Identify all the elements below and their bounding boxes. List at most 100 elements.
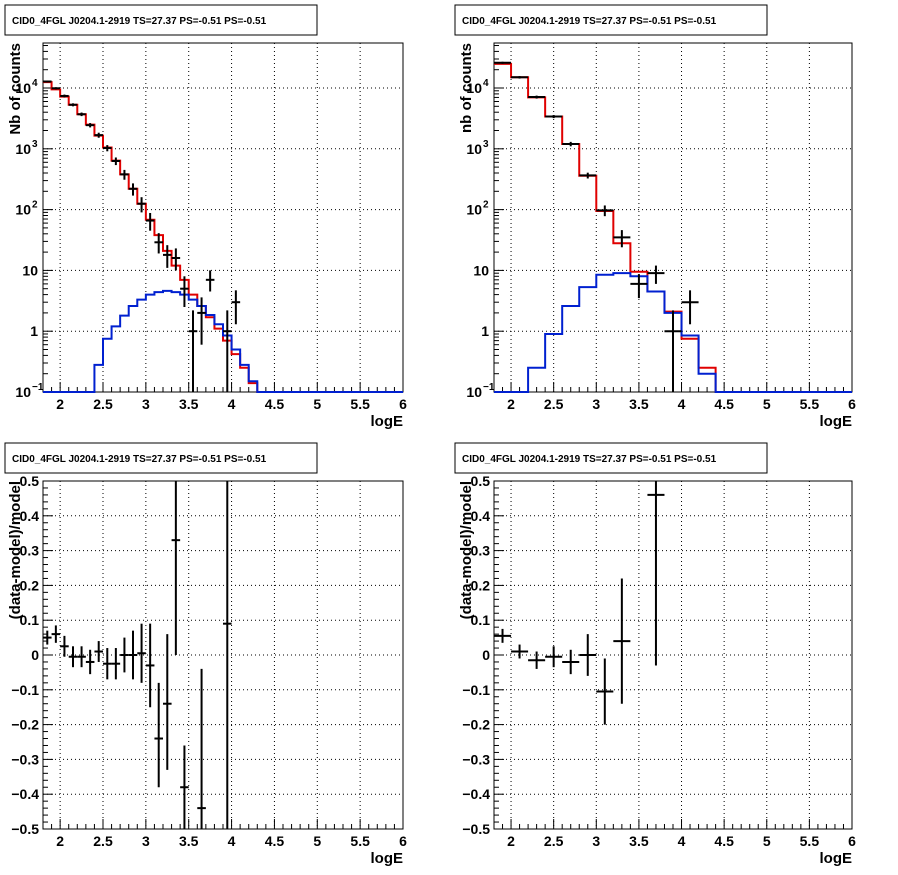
residual-point	[51, 625, 61, 643]
y-tick-label: −0.5	[11, 821, 39, 837]
y-tick-label: 10	[466, 141, 482, 157]
data-point	[205, 270, 215, 292]
data-point	[128, 183, 138, 196]
data-point	[60, 94, 69, 98]
residual-point	[197, 668, 206, 829]
y-tick-label: −0.3	[462, 751, 490, 767]
data-point	[85, 123, 95, 128]
x-tick-label: 6	[399, 833, 407, 849]
x-tick-label: 2	[56, 833, 64, 849]
x-tick-label: 2.5	[93, 396, 113, 412]
y-tick-label: 0.4	[471, 508, 491, 524]
chart-title-box	[454, 4, 768, 36]
y-tick-exponent: 4	[483, 78, 489, 89]
x-tick-label: 5	[313, 396, 321, 412]
residual-point	[562, 649, 580, 675]
data-point	[664, 310, 682, 392]
y-tick-label: 10	[22, 262, 38, 278]
residual-point	[111, 648, 121, 680]
y-axis-label: nb of counts	[458, 43, 475, 133]
y-tick-label: 0.3	[471, 543, 491, 559]
residual-point	[85, 649, 95, 675]
chart-title: CID0_4FGL J0204.1-2919 TS=27.37 PS=-0.51…	[12, 16, 267, 27]
residual-point	[511, 644, 529, 659]
x-tick-label: 2	[507, 396, 515, 412]
chart-title-box	[454, 442, 768, 474]
data-point	[528, 95, 546, 99]
data-point	[188, 310, 198, 392]
y-tick-label: −0.1	[11, 682, 39, 698]
y-tick-label: −0.5	[462, 821, 490, 837]
y-tick-label: 0.2	[20, 577, 40, 593]
y-axis-label: (data-model)/model	[7, 481, 24, 619]
data-point	[180, 276, 189, 308]
residual-point	[43, 630, 52, 645]
x-tick-label: 2.5	[93, 833, 113, 849]
x-axis-label: logE	[371, 413, 404, 430]
data-point	[596, 205, 614, 217]
x-tick-label: 3.5	[629, 396, 649, 412]
x-tick-label: 4.5	[265, 833, 285, 849]
y-tick-label: 10	[473, 262, 489, 278]
chart-panel-3: CID0_4FGL J0204.1-2919 TS=27.37 PS=-0.51…	[4, 442, 407, 867]
y-axis-label: Nb of counts	[7, 43, 24, 135]
x-tick-label: 5	[313, 833, 321, 849]
residual-point	[60, 635, 69, 657]
data-point	[111, 157, 121, 166]
y-tick-label: 0.5	[471, 473, 491, 489]
y-tick-exponent: 2	[483, 200, 489, 211]
residual-point	[94, 641, 103, 662]
residual-point	[579, 634, 597, 676]
y-tick-label: 10	[466, 80, 482, 96]
x-tick-label: 4.5	[714, 833, 734, 849]
y-tick-exponent: 3	[32, 139, 38, 150]
residual-point	[494, 628, 512, 643]
x-tick-label: 3.5	[179, 396, 199, 412]
y-axis-label: (data-model)/model	[458, 481, 475, 619]
x-tick-label: 2.5	[544, 396, 564, 412]
x-tick-label: 2.5	[544, 833, 564, 849]
x-tick-label: 5.5	[800, 396, 820, 412]
model-source-histogram	[494, 272, 852, 393]
data-point	[223, 310, 232, 392]
x-tick-label: 3	[142, 396, 150, 412]
y-tick-exponent: 4	[32, 78, 38, 89]
chart-title-box	[4, 4, 318, 36]
residual-point	[163, 634, 172, 770]
data-point	[154, 233, 163, 254]
data-point	[562, 141, 580, 147]
y-tick-label: 1	[30, 323, 38, 339]
data-point	[68, 103, 78, 107]
x-tick-label: 2	[507, 833, 515, 849]
data-point	[197, 297, 206, 345]
x-tick-label: 3	[592, 396, 600, 412]
y-tick-label: −0.2	[11, 717, 39, 733]
data-point	[43, 80, 52, 83]
data-point	[511, 76, 529, 79]
y-tick-label: 0.3	[20, 543, 40, 559]
y-tick-label: 0	[482, 647, 490, 663]
x-tick-label: 3.5	[629, 833, 649, 849]
residual-point	[528, 651, 546, 669]
x-tick-label: 4	[228, 833, 236, 849]
data-point	[137, 197, 146, 213]
y-tick-label: −0.1	[462, 682, 490, 698]
data-point	[494, 61, 512, 64]
residual-point	[223, 481, 232, 829]
x-tick-label: 3.5	[179, 833, 199, 849]
data-point	[681, 290, 699, 325]
chart-panel-1: CID0_4FGL J0204.1-2919 TS=27.37 PS=-0.51…	[4, 4, 407, 430]
residual-point	[120, 637, 129, 673]
x-tick-label: 6	[848, 396, 856, 412]
y-tick-label: 0	[31, 647, 39, 663]
data-point	[163, 245, 172, 268]
x-tick-label: 3	[592, 833, 600, 849]
data-point	[51, 87, 61, 90]
data-point	[120, 169, 129, 180]
data-point	[647, 265, 665, 284]
residual-point	[137, 623, 146, 683]
residual-point	[545, 646, 563, 668]
y-tick-label: 10	[466, 384, 482, 400]
chart-panel-2: CID0_4FGL J0204.1-2919 TS=27.37 PS=-0.51…	[454, 4, 856, 430]
